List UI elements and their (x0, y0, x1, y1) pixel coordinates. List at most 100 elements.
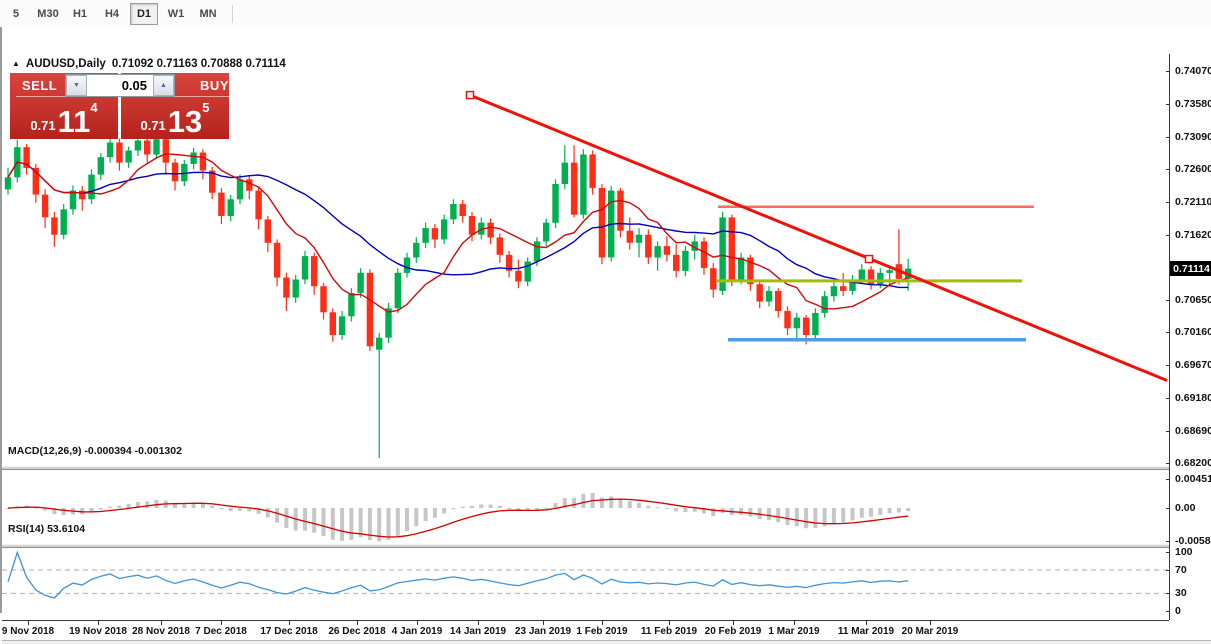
macd-histogram-bar (33, 507, 38, 509)
volume-decrease-button[interactable]: ▼ (66, 75, 87, 96)
date-label: 1 Mar 2019 (768, 626, 820, 637)
date-label: 11 Mar 2019 (837, 626, 895, 637)
candle-body (23, 147, 30, 168)
candle-body (765, 290, 773, 302)
macd-histogram-bar (609, 496, 614, 508)
macd-histogram-bar (664, 508, 669, 509)
candle-body (273, 242, 281, 278)
candle-body (301, 256, 309, 280)
sell-button-label: SELL (22, 78, 58, 93)
macd-histogram-bar (767, 508, 771, 521)
candle-body (617, 190, 624, 231)
axis-tick (1166, 479, 1170, 480)
macd-histogram-bar (683, 508, 688, 513)
macd-canvas[interactable] (2, 470, 1169, 544)
timeframe-button-mn[interactable]: MN (199, 7, 217, 20)
price-axis-label: 0.70160 (1175, 326, 1211, 339)
timeframe-button-h4[interactable]: H4 (104, 7, 120, 20)
pane-splitter-rsi[interactable] (2, 544, 1169, 548)
pane-splitter-macd[interactable] (2, 466, 1169, 470)
date-tick (221, 621, 222, 625)
timeframe-toolbar: 5 M30 H1 H4 D1 W1 MN (0, 0, 1211, 28)
candle-body (171, 162, 179, 182)
trendline-anchor-1[interactable] (864, 254, 874, 264)
axis-tick (1166, 593, 1170, 594)
date-tick (98, 621, 99, 625)
ma-slow-line[interactable] (7, 161, 909, 289)
timeframe-button-w1[interactable]: W1 (167, 7, 185, 20)
macd-histogram-bar (813, 508, 818, 528)
trendline-anchor-0[interactable] (465, 90, 475, 100)
candle-body (125, 150, 132, 163)
buy-price-button[interactable]: 0.71 13 5 (121, 98, 229, 139)
candle-body (710, 268, 717, 290)
candle-body (719, 217, 726, 291)
candle-body (543, 222, 550, 242)
candle-body (691, 241, 698, 251)
date-tick (930, 621, 931, 625)
macd-histogram-bar (358, 508, 363, 538)
buy-button[interactable]: BUY (121, 73, 241, 98)
timeframe-button-d1[interactable]: D1 (130, 2, 158, 25)
macd-histogram-bar (303, 508, 307, 531)
timeframe-button-5[interactable]: 5 (12, 7, 20, 20)
macd-histogram-bar (497, 505, 502, 508)
macd-histogram-bar (432, 508, 437, 518)
date-axis[interactable]: 9 Nov 2018 19 Nov 2018 28 Nov 2018 7 Dec 20… (2, 620, 1169, 641)
candle-body (663, 246, 671, 255)
candle-body (320, 286, 327, 313)
volume-spinner: ▼ 0.05 ▲ (65, 74, 175, 97)
axis-tick (1166, 541, 1170, 542)
date-label: 28 Nov 2018 (132, 626, 190, 637)
candle-body (793, 317, 800, 329)
macd-signal-line (7, 498, 909, 538)
candle-body (255, 190, 262, 220)
volume-field[interactable]: 0.05 (87, 75, 153, 96)
sell-price-button[interactable]: 0.71 11 4 (10, 98, 118, 139)
macd-histogram-bar (126, 503, 131, 508)
candle-body (153, 139, 160, 155)
candle-body (134, 140, 142, 151)
price-axis-label: 0.72600 (1175, 163, 1211, 176)
rsi-canvas[interactable] (2, 548, 1169, 620)
candle-body (385, 308, 392, 338)
macd-histogram-bar (470, 505, 474, 508)
date-label: 19 Nov 2018 (69, 626, 127, 637)
volume-increase-button[interactable]: ▲ (153, 75, 174, 96)
candle-body (227, 199, 234, 216)
macd-histogram-bar (275, 508, 280, 523)
date-tick (733, 621, 734, 625)
macd-histogram-bar (692, 508, 697, 512)
macd-histogram-bar (757, 508, 762, 520)
axis-tick (1166, 136, 1170, 138)
date-label: 20 Mar 2019 (901, 626, 959, 637)
axis-tick (1166, 552, 1170, 553)
candle-body (357, 272, 364, 293)
macd-histogram-bar (265, 508, 270, 518)
date-tick (289, 621, 290, 625)
timeframe-button-h1[interactable]: H1 (72, 7, 88, 20)
macd-histogram-bar (135, 501, 140, 508)
collapse-panel-icon[interactable]: ▲ (12, 59, 20, 68)
price-axis[interactable]: 0.74070 0.73580 0.73090 0.72600 0.72110 0.716… (1166, 54, 1211, 640)
macd-histogram-bar (739, 508, 744, 515)
buy-price-big: 13 (167, 103, 203, 139)
timeframe-button-m30[interactable]: M30 (37, 7, 59, 20)
candle-body (487, 222, 494, 238)
candle-body (181, 163, 188, 182)
macd-histogram-bar (367, 508, 372, 541)
main-chart-canvas[interactable] (2, 54, 1169, 466)
macd-histogram-bar (98, 508, 103, 510)
macd-histogram-bar (256, 508, 261, 514)
candle-body (840, 286, 847, 291)
date-label: 11 Feb 2019 (640, 626, 698, 637)
candle-body (496, 237, 503, 255)
candle-body (886, 270, 893, 273)
descending-trendline[interactable] (469, 93, 1168, 382)
ma-fast-line[interactable] (7, 153, 909, 313)
one-click-trade-panel: SELL 0.71 11 4 BUY 0.71 13 5 (10, 73, 235, 139)
candle-body (561, 162, 568, 184)
candle-body (654, 246, 661, 258)
chart-window: MACD(12,26,9) -0.000394 -0.001302 RSI(14… (0, 27, 1211, 644)
date-label: 7 Dec 2018 (195, 626, 247, 637)
